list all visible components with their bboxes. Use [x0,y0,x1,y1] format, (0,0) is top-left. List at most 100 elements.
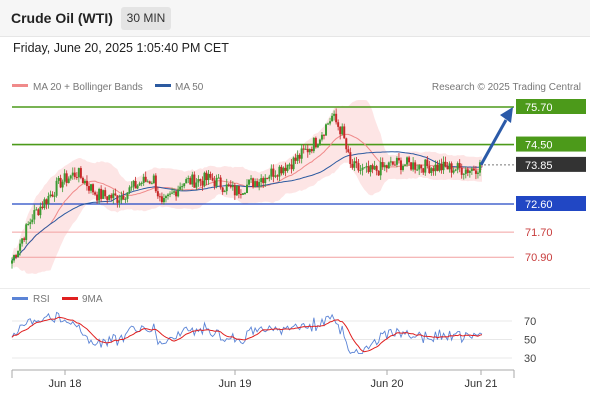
candle-body [229,185,232,188]
timeframe-badge[interactable]: 30 MIN [121,7,171,30]
price-label-box [516,156,586,172]
candle-body [213,180,216,187]
candle-body [357,163,360,171]
candle-body [452,170,455,173]
candle-body [460,167,463,175]
candle-body [395,157,398,165]
candle-body [325,124,328,136]
candle-body [100,188,103,199]
candle-body [11,260,13,264]
candle-body [353,161,356,168]
candle-body [290,164,293,170]
candle-body [393,164,396,166]
candle-body [284,167,287,171]
candle-body [169,193,172,195]
candle-body [320,134,323,140]
candle-body [434,164,437,172]
candle-body [33,210,36,220]
candle-body [363,167,366,169]
candle-body [108,195,111,200]
candle-body [440,163,443,171]
candle-body [302,148,305,150]
candle-body [124,198,127,200]
candle-body [138,183,141,186]
candle-body [260,178,263,183]
candle-body [217,177,220,179]
candle-body [104,190,107,197]
price-label-box [516,136,586,152]
chart-header: Crude Oil (WTI) 30 MIN [0,0,590,36]
price-label: 75.70 [525,102,553,114]
candle-body [351,163,354,168]
rsi-level-label: 30 [524,353,536,365]
candle-body [329,121,332,124]
candle-body [266,177,269,179]
legend-ma20: MA 20 + Bollinger Bands [33,82,143,93]
candle-body [316,144,319,148]
watermark: Research © 2025 Trading Central [432,82,581,93]
rsi-ma-line [11,316,483,353]
candle-body [152,175,155,184]
candle-body [83,180,86,184]
candle-body [361,167,364,170]
candle-body [23,238,26,240]
candle-body [472,168,475,171]
candle-body [258,182,261,187]
candle-body [276,175,279,177]
legend-swatch-9ma [62,297,78,300]
candle-body [166,194,169,197]
candle-body [162,198,165,203]
candle-body [21,238,24,244]
forecast-arrow-shaft [479,119,508,166]
candle-body [254,181,257,188]
candle-body [331,115,334,122]
price-label: 72.60 [525,199,553,211]
candle-body [408,157,411,163]
candle-body [397,157,400,161]
candle-body [96,194,99,201]
x-tick-label: Jun 21 [464,378,497,390]
candle-body [94,192,97,195]
candle-body [211,177,214,181]
candle-body [156,191,159,197]
candle-body [130,186,133,188]
price-label-box [516,99,586,114]
candle-body [432,168,435,172]
candle-body [231,185,234,188]
candle-body [55,180,58,196]
candle-body [369,165,372,173]
candle-body [203,172,206,186]
candle-body [77,168,80,178]
rsi-level-label: 70 [524,316,536,328]
candle-body [120,195,123,201]
candle-body [252,178,255,188]
candle-body [456,163,459,170]
candle-body [385,165,388,169]
datetime-label: Friday, June 20, 2025 1:05:40 PM CET [13,41,229,55]
legend-swatch-ma50 [155,84,171,87]
candle-body [102,190,105,199]
candle-body [205,172,208,181]
candle-body [286,164,289,171]
candle-body [114,193,117,196]
candle-body [450,163,453,173]
candle-body [219,177,222,188]
candle-body [90,184,93,191]
candle-body [464,169,467,174]
candle-body [268,176,271,179]
candle-body [87,186,90,191]
candle-body [189,178,192,185]
candle-body [53,195,56,197]
candle-body [272,168,275,177]
candle-body [128,187,131,193]
candle-body [57,177,60,181]
candle-body [420,165,423,169]
x-tick-label: Jun 20 [370,378,403,390]
candle-body [389,161,392,163]
candle-body [191,174,194,185]
candle-body [59,177,62,188]
candle-body [458,163,461,168]
candle-body [288,164,291,166]
candle-body [274,175,277,177]
price-label: 73.85 [525,160,553,172]
